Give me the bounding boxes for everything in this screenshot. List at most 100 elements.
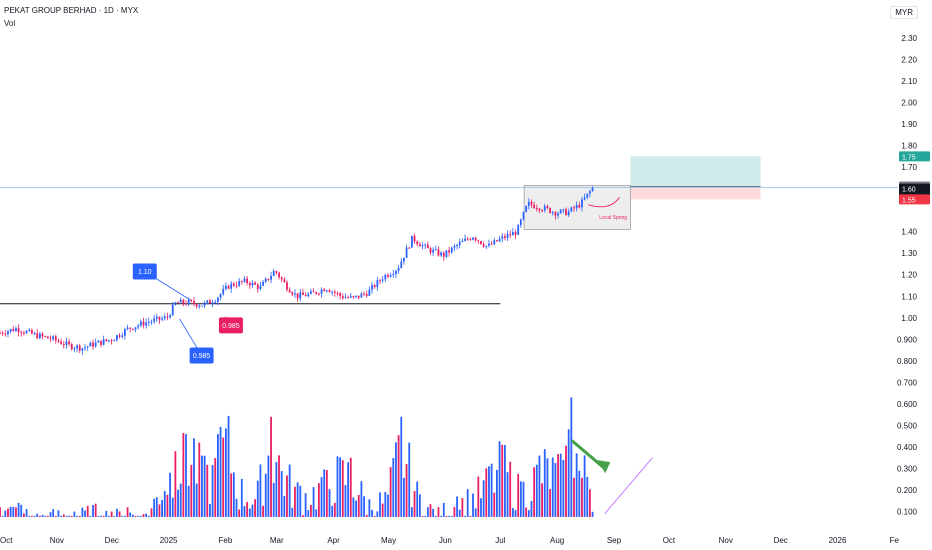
candle-body [129,327,132,329]
candle-body [496,240,498,242]
volume-bar [89,515,92,517]
candle-body [488,243,490,246]
candle-body [166,316,169,318]
purple-trend-line [604,457,653,515]
volume-bar [54,515,57,517]
candle-body [25,330,28,334]
volume-bar [262,505,264,517]
volume-bar [509,461,512,517]
price-tick-label: 0.400 [897,443,918,452]
volume-bar [131,514,134,517]
volume-bar [243,506,246,517]
volume-bar [562,459,565,517]
candle-body [169,315,171,318]
candle-body [198,305,201,307]
volume-bar [586,476,589,517]
symbol-title: PEKAT GROUP BERHAD · 1D · MYX [4,6,139,15]
candle-body [453,246,456,248]
time-tick-label: Oct [663,536,676,545]
candle-body [365,293,368,296]
candle-body [84,347,86,349]
drawing-lines: Local Spring [0,184,898,305]
candle-body [296,293,299,299]
candle-body [92,342,94,347]
candle-body [363,293,365,295]
volume-bar [496,469,498,517]
volume-bar [339,457,342,517]
candle-body [373,285,376,288]
candle-body [472,237,474,240]
candle-body [235,285,238,287]
volume-bar [541,483,543,517]
candle-body [392,274,395,276]
candle-body [503,236,506,238]
volume-bar [304,493,307,517]
candle-body [12,329,15,332]
volume-bar [464,515,466,517]
volume-bar [240,478,243,517]
candle-body [73,348,76,350]
price-tick-label: 2.00 [901,99,917,108]
long-position-tool[interactable] [630,156,761,200]
candle-body [9,329,12,332]
candle-body [522,211,525,220]
candle-body [113,340,116,342]
currency-label[interactable]: MYR [890,6,918,19]
candle-body [461,240,464,243]
volume-bar [482,480,485,517]
volume-bar [488,466,490,517]
volume-bar [97,515,100,517]
candle-body [581,199,583,208]
volume-bar [150,508,153,517]
candle-body [123,329,126,336]
volume-bar [535,464,538,517]
candle-body [126,327,129,330]
price-tick-label: 1.70 [901,163,917,172]
candle-body [533,204,536,209]
candle-body [179,299,182,303]
volume-bar [235,498,238,517]
volume-bar [182,433,185,517]
candle-body [456,244,458,247]
candle-body [511,232,514,236]
candle-body [416,241,419,245]
drawing-annotations[interactable]: 1.10 0.985 0.985 [132,263,653,515]
candle-body [110,340,113,342]
candle-body [437,249,440,256]
time-tick-label: Mar [270,536,284,545]
candle-body [323,289,326,292]
volume-bar [227,415,230,517]
candle-body [347,297,350,299]
candle-body [501,236,504,239]
candle-body [557,213,559,216]
candle-body [387,274,389,277]
candle-body [219,294,222,298]
volume-bar [317,483,320,517]
candle-body [360,293,363,298]
price-tick-label: 1.00 [901,314,917,323]
candle-body [280,277,283,280]
candle-body [270,275,272,280]
volume-bar [551,457,554,517]
volume-bar [413,491,416,517]
candle-body [381,279,384,281]
volume-bar [418,494,421,517]
candle-body [349,296,352,298]
candle-body [89,342,92,347]
price-labels: 1.751.611.6005:24:091.55 [899,151,930,205]
volume-bar [174,451,177,517]
volume-bar [325,470,328,517]
candle-body [291,292,294,295]
candle-body [195,304,198,307]
trend-arrow-shaft [570,439,606,470]
candle-body [418,244,421,247]
volume-bar [219,426,222,517]
candle-body [549,207,551,213]
candle-body [543,206,546,211]
volume-bar [102,515,105,517]
candle-body [397,268,400,271]
volume-bar [44,515,47,517]
volume-bar [246,501,249,517]
candle-body [493,240,496,245]
